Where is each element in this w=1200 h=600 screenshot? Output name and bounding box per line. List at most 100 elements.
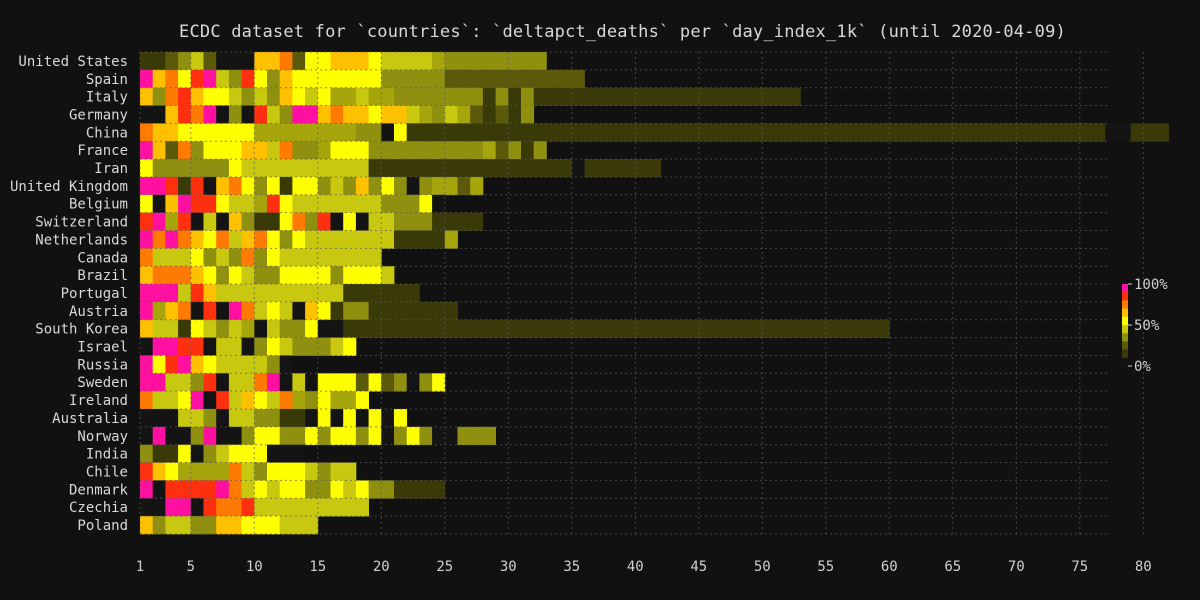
heatmap-cell	[152, 301, 166, 321]
heatmap-cell	[241, 355, 255, 374]
heatmap-cell	[279, 248, 293, 267]
heatmap-cell	[165, 69, 179, 89]
heatmap-cell	[317, 230, 331, 249]
heatmap-cell	[863, 319, 877, 338]
heatmap-cell	[317, 248, 331, 267]
heatmap-cell	[381, 87, 395, 106]
heatmap-cell	[267, 159, 281, 178]
y-tick-label: Norway	[77, 429, 128, 445]
heatmap-cell	[355, 105, 369, 124]
heatmap-cell	[279, 69, 293, 89]
heatmap-cell	[305, 212, 319, 231]
heatmap-cell	[267, 105, 281, 124]
heatmap-cell	[140, 123, 154, 142]
heatmap-cell	[178, 319, 192, 338]
heatmap-cell	[432, 105, 446, 124]
x-tick-label: 35	[563, 559, 580, 575]
heatmap-cell	[305, 248, 319, 267]
heatmap-cell	[533, 141, 547, 160]
heatmap-cell	[419, 141, 433, 160]
heatmap-cell	[394, 230, 408, 249]
heatmap-cell	[609, 123, 623, 142]
heatmap-cell	[698, 319, 712, 338]
heatmap-cell	[254, 194, 268, 214]
heatmap-cell	[190, 141, 204, 160]
heatmap-cell	[178, 105, 192, 124]
heatmap-cell	[254, 462, 268, 481]
heatmap-cell	[343, 194, 357, 214]
heatmap-cell	[216, 266, 230, 285]
heatmap-cell	[317, 123, 331, 142]
heatmap-cell	[622, 319, 636, 338]
heatmap-cell	[228, 230, 242, 249]
heatmap-cell	[203, 373, 217, 392]
heatmap-cell	[254, 141, 268, 160]
heatmap-cell	[178, 230, 192, 249]
y-tick-label: Poland	[77, 518, 128, 534]
heatmap-cell	[394, 69, 408, 89]
heatmap-cell	[305, 409, 319, 428]
heatmap-cell	[203, 337, 217, 356]
heatmap-cell	[178, 212, 192, 231]
heatmap-cell	[216, 123, 230, 142]
heatmap-cell	[228, 373, 242, 392]
heatmap-cell	[228, 444, 242, 463]
heatmap-cell	[800, 319, 814, 338]
heatmap-cell	[457, 123, 471, 142]
heatmap-cell	[470, 69, 484, 89]
heatmap-cell	[635, 87, 649, 106]
heatmap-cell	[444, 230, 458, 249]
heatmap-cell	[190, 284, 204, 303]
heatmap-cell	[203, 230, 217, 249]
heatmap-cell	[241, 516, 255, 535]
heatmap-cell	[190, 266, 204, 285]
heatmap-cell	[203, 409, 217, 428]
heatmap-cell	[317, 87, 331, 106]
heatmap-cell	[508, 87, 522, 106]
heatmap-cell	[419, 69, 433, 89]
heatmap-cell	[190, 480, 204, 499]
heatmap-cell	[406, 373, 420, 392]
heatmap-cell	[355, 123, 369, 142]
heatmap-cell	[724, 319, 738, 338]
heatmap-cell	[1054, 123, 1068, 142]
heatmap-cell	[140, 230, 154, 249]
heatmap-cell	[152, 194, 166, 214]
colorbar-segment	[1122, 316, 1128, 326]
heatmap-cell	[241, 105, 255, 124]
heatmap-cell	[355, 409, 369, 428]
heatmap-cell	[1079, 123, 1093, 142]
heatmap-cell	[546, 123, 560, 142]
heatmap-cell	[381, 426, 395, 446]
heatmap-cell	[216, 230, 230, 249]
heatmap-cell	[216, 141, 230, 160]
heatmap-cell	[190, 355, 204, 374]
heatmap-cell	[559, 69, 573, 89]
heatmap-cell	[330, 141, 344, 160]
heatmap-cell	[597, 319, 611, 338]
heatmap-cell	[317, 194, 331, 214]
heatmap-cell	[317, 319, 331, 338]
heatmap-cell	[902, 123, 916, 142]
heatmap-cell	[241, 141, 255, 160]
heatmap-cell	[292, 480, 306, 499]
y-tick-label: Austria	[69, 304, 128, 320]
heatmap-cell	[254, 355, 268, 374]
heatmap-cell	[394, 52, 408, 71]
heatmap-cell	[355, 373, 369, 392]
y-tick-label: Israel	[77, 340, 128, 356]
heatmap-cell	[279, 212, 293, 231]
heatmap-cell	[368, 409, 382, 428]
y-tick-label: India	[86, 447, 128, 463]
heatmap-cell	[317, 337, 331, 356]
heatmap-cell	[508, 69, 522, 89]
heatmap-cell	[406, 194, 420, 214]
heatmap-cell	[546, 319, 560, 338]
heatmap-cell	[368, 248, 382, 267]
heatmap-cell	[851, 319, 865, 338]
heatmap-cell	[686, 319, 700, 338]
heatmap-cell	[381, 141, 395, 160]
heatmap-cell	[267, 409, 281, 428]
heatmap-cell	[406, 230, 420, 249]
heatmap-cell	[292, 87, 306, 106]
